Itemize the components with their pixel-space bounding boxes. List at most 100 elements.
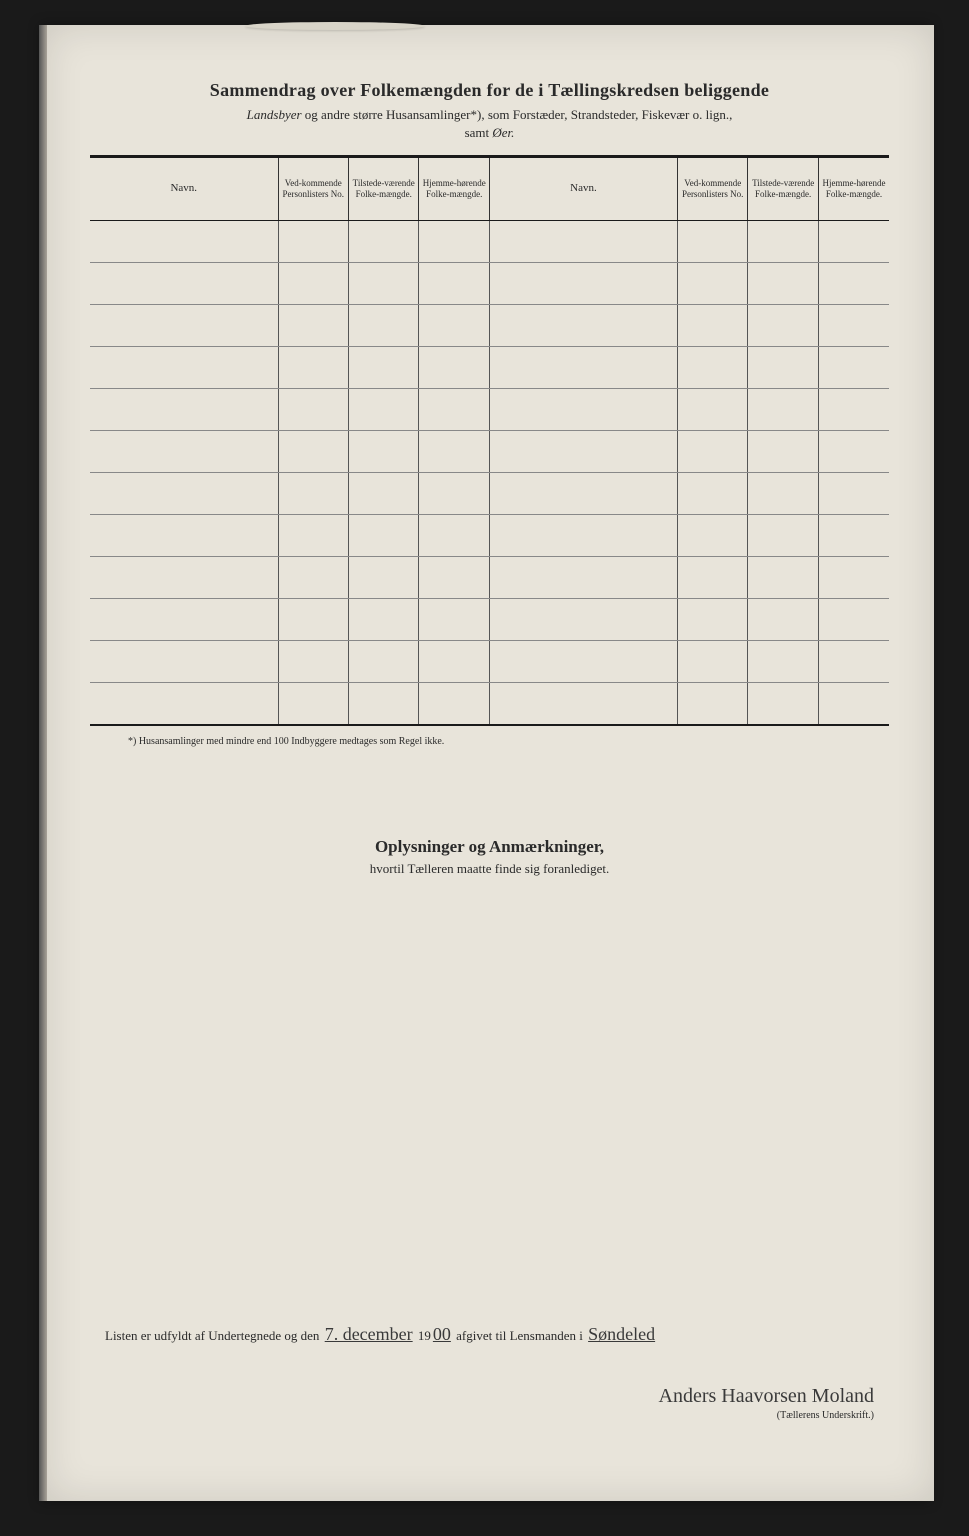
- table-cell: [348, 682, 418, 724]
- form-subtitle-2: samt Øer.: [90, 125, 889, 141]
- table-cell: [489, 262, 677, 304]
- table-header: Navn. Ved-kommende Personlisters No. Til…: [90, 158, 889, 220]
- table-cell: [489, 220, 677, 262]
- table-cell: [90, 682, 278, 724]
- table-cell: [348, 346, 418, 388]
- table-cell: [748, 388, 818, 430]
- table-cell: [348, 640, 418, 682]
- table-cell: [818, 514, 889, 556]
- table-row: [90, 598, 889, 640]
- table-cell: [748, 304, 818, 346]
- table-cell: [677, 472, 747, 514]
- col-hjemme-2: Hjemme-hørende Folke-mængde.: [818, 158, 889, 220]
- table-row: [90, 430, 889, 472]
- table-cell: [419, 430, 489, 472]
- table-cell: [677, 388, 747, 430]
- table-cell: [419, 556, 489, 598]
- table-cell: [419, 514, 489, 556]
- table-cell: [278, 262, 348, 304]
- table-cell: [90, 472, 278, 514]
- table-cell: [489, 304, 677, 346]
- table-row: [90, 682, 889, 724]
- table-cell: [348, 598, 418, 640]
- summary-table-wrap: Navn. Ved-kommende Personlisters No. Til…: [90, 155, 889, 726]
- table-row: [90, 304, 889, 346]
- signature-name-line: Anders Haavorsen Moland: [105, 1385, 874, 1408]
- table-cell: [348, 472, 418, 514]
- table-row: [90, 220, 889, 262]
- table-cell: [818, 220, 889, 262]
- table-cell: [677, 682, 747, 724]
- table-cell: [677, 556, 747, 598]
- table-row: [90, 262, 889, 304]
- table-cell: [90, 598, 278, 640]
- table-cell: [90, 220, 278, 262]
- subtitle-text: og andre større Husansamlinger*), som Fo…: [302, 107, 733, 122]
- table-cell: [489, 556, 677, 598]
- summary-table: Navn. Ved-kommende Personlisters No. Til…: [90, 158, 889, 724]
- table-cell: [818, 262, 889, 304]
- signature-statement: Listen er udfyldt af Undertegnede og den…: [105, 1324, 874, 1345]
- table-cell: [278, 472, 348, 514]
- col-tilstede-1: Tilstede-værende Folke-mængde.: [348, 158, 418, 220]
- remarks-section: Oplysninger og Anmærkninger, hvortil Tæl…: [90, 837, 889, 877]
- table-cell: [818, 682, 889, 724]
- table-cell: [419, 640, 489, 682]
- table-cell: [748, 262, 818, 304]
- table-cell: [489, 472, 677, 514]
- table-cell: [348, 514, 418, 556]
- table-cell: [348, 304, 418, 346]
- table-cell: [748, 682, 818, 724]
- page-top-tear: [245, 22, 425, 30]
- table-cell: [278, 304, 348, 346]
- col-personlister-2: Ved-kommende Personlisters No.: [677, 158, 747, 220]
- table-cell: [348, 262, 418, 304]
- table-row: [90, 640, 889, 682]
- table-cell: [278, 514, 348, 556]
- table-cell: [348, 430, 418, 472]
- table-row: [90, 556, 889, 598]
- table-cell: [677, 262, 747, 304]
- table-cell: [489, 598, 677, 640]
- signature-block: Listen er udfyldt af Undertegnede og den…: [105, 1324, 874, 1421]
- table-cell: [278, 640, 348, 682]
- col-navn-2: Navn.: [489, 158, 677, 220]
- table-cell: [677, 514, 747, 556]
- table-footnote: *) Husansamlinger med mindre end 100 Ind…: [128, 736, 889, 747]
- col-hjemme-1: Hjemme-hørende Folke-mængde.: [419, 158, 489, 220]
- table-cell: [90, 514, 278, 556]
- col-navn-1: Navn.: [90, 158, 278, 220]
- col-personlister-1: Ved-kommende Personlisters No.: [278, 158, 348, 220]
- sig-pre: Listen er udfyldt af Undertegnede og den: [105, 1328, 323, 1343]
- table-cell: [90, 430, 278, 472]
- table-cell: [748, 220, 818, 262]
- table-cell: [278, 430, 348, 472]
- table-row: [90, 472, 889, 514]
- table-cell: [677, 598, 747, 640]
- table-cell: [818, 472, 889, 514]
- table-cell: [489, 640, 677, 682]
- table-row: [90, 388, 889, 430]
- sig-place-handwritten: Søndeled: [586, 1324, 657, 1344]
- table-cell: [748, 514, 818, 556]
- table-cell: [278, 556, 348, 598]
- col-tilstede-2: Tilstede-værende Folke-mængde.: [748, 158, 818, 220]
- table-cell: [489, 430, 677, 472]
- table-cell: [419, 472, 489, 514]
- remarks-heading: Oplysninger og Anmærkninger,: [90, 837, 889, 857]
- table-cell: [677, 430, 747, 472]
- table-cell: [818, 304, 889, 346]
- sig-year-handwritten: 00: [431, 1324, 453, 1344]
- table-cell: [278, 346, 348, 388]
- table-body: [90, 220, 889, 724]
- form-title: Sammendrag over Folkemængden for de i Tæ…: [90, 80, 889, 101]
- sig-name-handwritten: Anders Haavorsen Moland: [659, 1385, 875, 1407]
- table-cell: [278, 598, 348, 640]
- table-cell: [278, 220, 348, 262]
- table-cell: [489, 388, 677, 430]
- table-cell: [90, 346, 278, 388]
- signature-caption: (Tællerens Underskrift.): [105, 1410, 874, 1421]
- table-cell: [90, 262, 278, 304]
- table-cell: [419, 388, 489, 430]
- table-cell: [677, 220, 747, 262]
